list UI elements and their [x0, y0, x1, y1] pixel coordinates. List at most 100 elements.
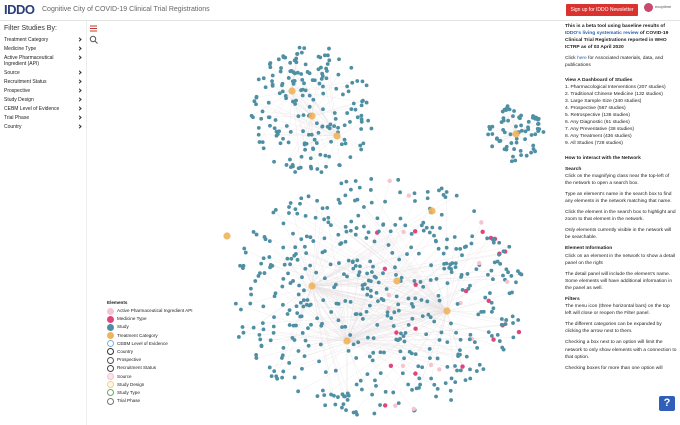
network-node[interactable] — [348, 228, 353, 233]
network-node[interactable] — [512, 130, 520, 138]
network-node[interactable] — [284, 124, 289, 128]
network-node[interactable] — [361, 224, 366, 229]
network-node[interactable] — [359, 147, 364, 152]
network-node[interactable] — [318, 342, 323, 347]
network-node[interactable] — [273, 208, 278, 212]
network-node[interactable] — [393, 277, 401, 285]
network-node[interactable] — [254, 94, 259, 99]
network-node[interactable] — [328, 122, 333, 127]
network-node[interactable] — [533, 149, 537, 154]
network-node[interactable] — [287, 323, 292, 327]
network-node[interactable] — [486, 298, 491, 304]
network-node[interactable] — [385, 310, 390, 315]
network-node[interactable] — [252, 99, 257, 104]
network-node[interactable] — [511, 154, 515, 159]
network-node[interactable] — [414, 386, 419, 391]
network-node[interactable] — [365, 271, 370, 276]
network-node[interactable] — [499, 322, 504, 327]
network-node[interactable] — [398, 216, 403, 221]
network-node[interactable] — [435, 386, 440, 391]
network-node[interactable] — [463, 378, 468, 383]
network-node[interactable] — [486, 272, 490, 277]
network-node[interactable] — [317, 81, 322, 86]
network-node[interactable] — [343, 239, 348, 244]
network-node[interactable] — [368, 259, 373, 264]
network-node[interactable] — [291, 231, 295, 236]
network-node[interactable] — [489, 300, 494, 305]
filter-item[interactable]: CEBM Level of Evidence — [4, 106, 82, 112]
network-node[interactable] — [428, 207, 436, 215]
network-node[interactable] — [523, 137, 527, 142]
network-node[interactable] — [267, 239, 272, 244]
network-node[interactable] — [320, 206, 325, 211]
network-node[interactable] — [342, 123, 347, 128]
network-node[interactable] — [302, 46, 307, 51]
network-node[interactable] — [406, 193, 411, 198]
network-node[interactable] — [260, 321, 265, 326]
network-node[interactable] — [514, 124, 518, 129]
network-node[interactable] — [274, 133, 279, 138]
network-node[interactable] — [495, 332, 500, 337]
network-node[interactable] — [319, 76, 324, 81]
network-node[interactable] — [486, 132, 491, 137]
network-node[interactable] — [314, 141, 319, 145]
network-node[interactable] — [343, 193, 348, 198]
network-node[interactable] — [299, 314, 304, 319]
network-node[interactable] — [358, 264, 362, 269]
dashboard-link[interactable]: 6. Any Diagnostic (61 studies) — [565, 120, 630, 126]
network-node[interactable] — [449, 376, 454, 381]
network-node[interactable] — [426, 312, 431, 317]
network-node[interactable] — [409, 245, 414, 250]
network-node[interactable] — [353, 107, 358, 112]
network-node[interactable] — [308, 282, 316, 290]
network-node[interactable] — [308, 112, 316, 120]
network-node[interactable] — [394, 273, 398, 277]
network-node[interactable] — [248, 286, 253, 291]
network-node[interactable] — [368, 288, 373, 293]
network-node[interactable] — [367, 303, 372, 308]
network-node[interactable] — [434, 277, 439, 281]
network-node[interactable] — [519, 128, 524, 133]
network-node[interactable] — [288, 262, 292, 267]
network-node[interactable] — [345, 111, 350, 115]
network-node[interactable] — [332, 285, 337, 290]
network-node[interactable] — [340, 405, 344, 410]
network-node[interactable] — [495, 259, 500, 264]
network-node[interactable] — [504, 144, 509, 149]
network-node[interactable] — [526, 119, 531, 124]
network-node[interactable] — [465, 272, 470, 276]
network-node[interactable] — [311, 147, 316, 152]
network-node[interactable] — [288, 69, 293, 74]
network-node[interactable] — [398, 349, 403, 354]
network-node[interactable] — [382, 403, 388, 408]
network-node[interactable] — [375, 323, 380, 327]
network-node[interactable] — [353, 198, 357, 203]
network-node[interactable] — [443, 307, 451, 315]
network-node[interactable] — [468, 376, 473, 381]
network-node[interactable] — [436, 246, 441, 251]
network-node[interactable] — [344, 179, 349, 184]
network-node[interactable] — [427, 346, 432, 351]
network-node[interactable] — [324, 164, 328, 169]
network-node[interactable] — [445, 340, 450, 345]
network-node[interactable] — [254, 353, 259, 357]
network-node[interactable] — [315, 167, 320, 171]
network-node[interactable] — [488, 127, 492, 132]
network-node[interactable] — [281, 346, 286, 350]
network-node[interactable] — [441, 193, 446, 197]
filter-item[interactable]: Country — [4, 124, 82, 130]
network-node[interactable] — [443, 381, 448, 386]
menu-icon[interactable] — [90, 25, 97, 32]
network-node[interactable] — [349, 219, 354, 224]
network-node[interactable] — [295, 211, 300, 216]
network-node[interactable] — [508, 132, 513, 137]
network-node[interactable] — [332, 111, 337, 115]
network-node[interactable] — [239, 307, 243, 312]
network-node[interactable] — [516, 329, 522, 335]
network-node[interactable] — [300, 331, 305, 335]
network-node[interactable] — [306, 194, 311, 199]
network-node[interactable] — [371, 336, 376, 341]
network-node[interactable] — [405, 252, 409, 256]
network-node[interactable] — [336, 125, 340, 130]
network-node[interactable] — [360, 79, 365, 84]
